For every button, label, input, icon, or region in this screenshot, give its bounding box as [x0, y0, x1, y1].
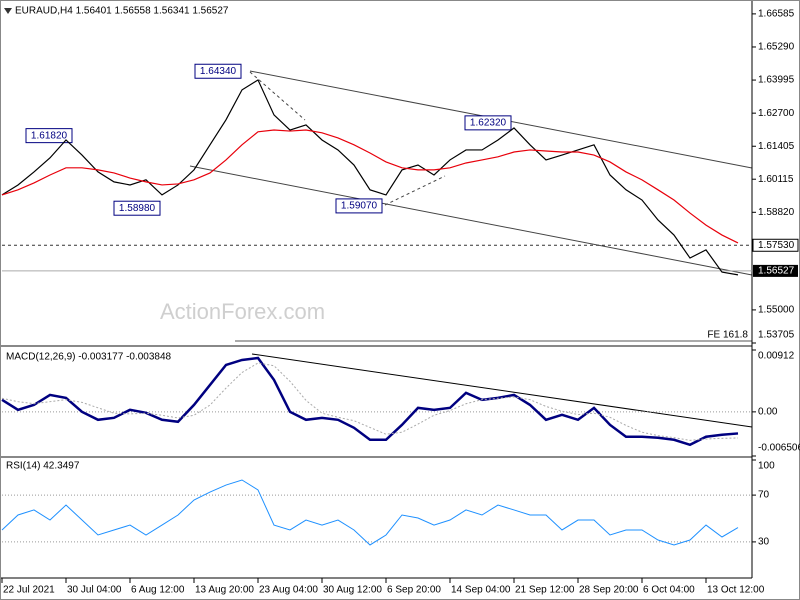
chart-title: EURAUD,H4 1.56401 1.56558 1.56341 1.5652…	[15, 6, 229, 17]
annotation-box	[335, 198, 383, 214]
level-label: 1.57530	[758, 240, 795, 251]
series-line	[1, 356, 739, 447]
x-tick-label: 6 Oct 04:00	[643, 585, 695, 596]
y-tick-label: 1.58820	[758, 207, 795, 218]
y-tick-label: 1.63995	[758, 75, 795, 86]
x-tick-label: 23 Aug 04:00	[259, 585, 318, 596]
last-price-box	[753, 264, 798, 277]
swing-line	[249, 71, 306, 121]
y-tick-label: -0.006506	[758, 443, 800, 454]
series-line	[1, 362, 739, 441]
x-tick-label: 14 Sep 04:00	[451, 585, 511, 596]
x-tick-label: 22 Jul 2021	[3, 585, 55, 596]
annotation-label: 1.59070	[341, 201, 378, 212]
series-line	[1, 79, 739, 276]
annotation-box	[194, 63, 242, 79]
y-tick-label: 30	[758, 537, 770, 548]
y-tick-label: 1.60115	[758, 174, 794, 185]
x-tick-label: 30 Jul 04:00	[67, 585, 122, 596]
annotation-label: 1.58980	[119, 203, 156, 214]
x-tick-label: 6 Sep 20:00	[387, 585, 441, 596]
y-tick-label: 1.62700	[758, 108, 795, 119]
macd-title: MACD(12,26,9) -0.003177 -0.003848	[6, 352, 172, 363]
x-tick-label: 28 Sep 20:00	[579, 585, 639, 596]
x-tick-label: 30 Aug 12:00	[323, 585, 382, 596]
y-tick-label: 1.65290	[758, 42, 795, 53]
y-tick-label: 1.55000	[758, 305, 795, 316]
x-tick-label: 13 Oct 12:00	[707, 585, 765, 596]
last-price-label: 1.56527	[758, 266, 795, 277]
annotation-box	[113, 200, 161, 216]
x-tick-label: 21 Sep 12:00	[515, 585, 575, 596]
y-tick-label: 70	[758, 490, 770, 501]
y-tick-label: 1.66585	[758, 9, 795, 20]
y-tick-label: 0.00	[758, 407, 778, 418]
annotation-box	[25, 128, 73, 144]
y-tick-label: 0.00912	[758, 351, 795, 362]
x-tick-label: 6 Aug 12:00	[131, 585, 185, 596]
annotation-label: 1.64340	[200, 66, 237, 77]
y-tick-label: 100	[758, 461, 775, 472]
channel-lower	[189, 165, 753, 276]
level-box	[752, 238, 799, 252]
x-tick-label: 13 Aug 20:00	[195, 585, 254, 596]
rsi-title: RSI(14) 42.3497	[6, 461, 80, 472]
annotation-label: 1.61820	[31, 130, 68, 141]
series-line	[1, 479, 739, 546]
annotation-box	[464, 115, 512, 131]
y-tick-label: 1.61405	[758, 141, 795, 152]
annotation-label: 1.62320	[470, 118, 507, 129]
macd-trendline	[251, 353, 753, 428]
series-line	[1, 129, 739, 244]
y-tick-label: 1.53705	[758, 330, 795, 341]
fibo-label: FE 161.8	[707, 330, 748, 341]
swing-line	[384, 175, 446, 206]
icon	[4, 8, 12, 14]
watermark: ActionForex.com	[160, 299, 325, 324]
